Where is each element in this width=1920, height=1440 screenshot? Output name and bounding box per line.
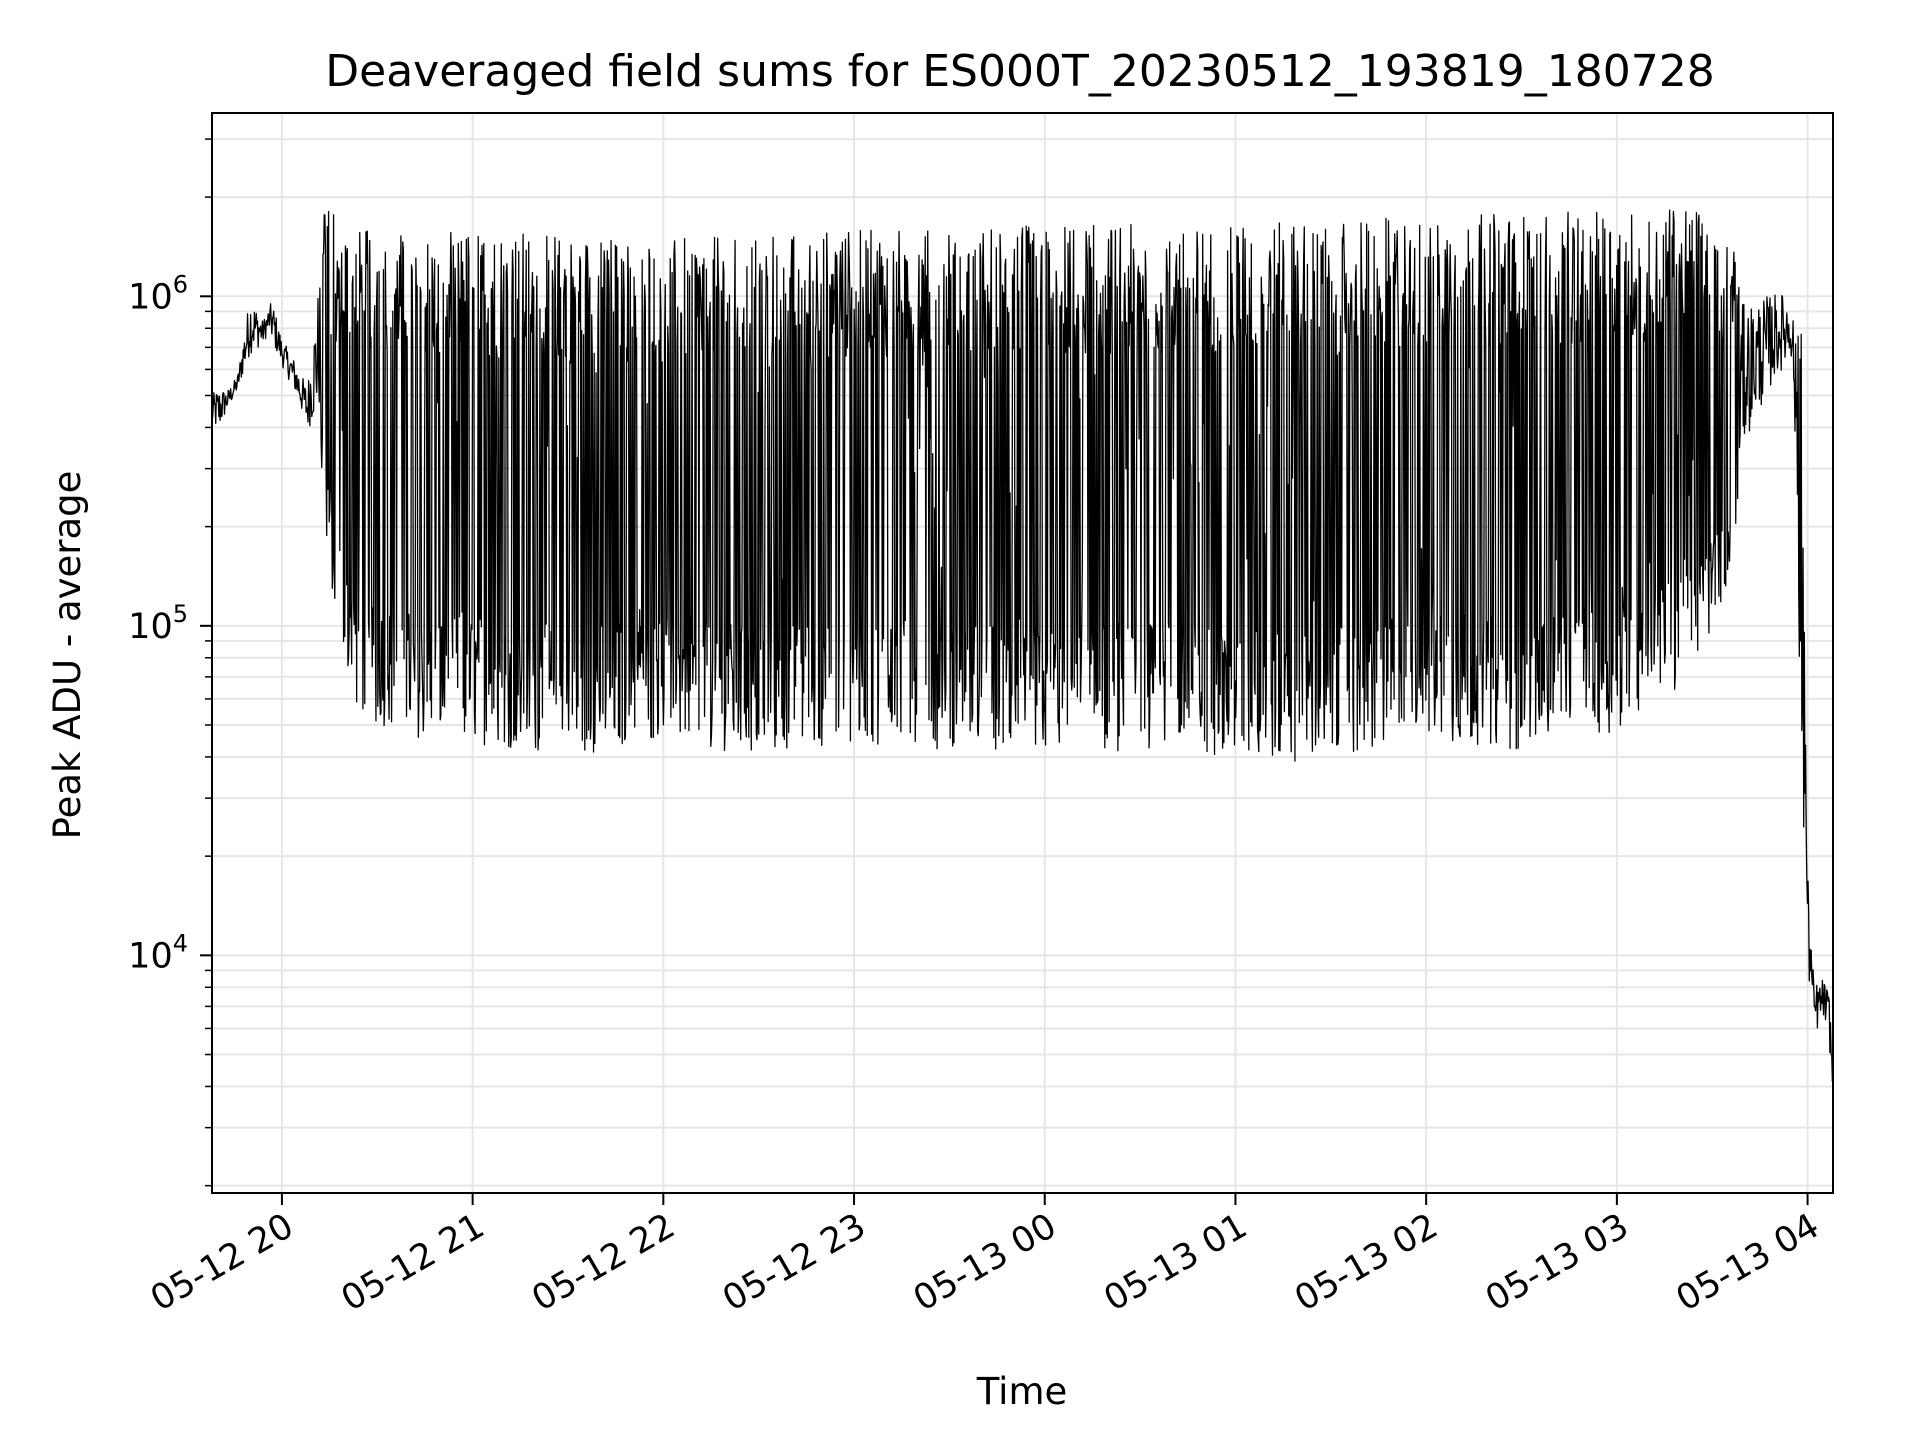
y-axis-label: Peak ADU - average: [46, 471, 89, 840]
plot-frame: [211, 112, 1834, 1194]
series-line: [211, 209, 1834, 1083]
y-axis: 104 105 106: [128, 138, 212, 1187]
y-tick-label: 105: [128, 600, 188, 647]
x-axis-label: Time: [976, 1370, 1068, 1413]
y-tick-label: 106: [128, 270, 188, 317]
chart-title: Deaveraged field sums for ES000T_2023051…: [325, 46, 1714, 97]
y-tick-label: 104: [128, 929, 188, 976]
data-series: [211, 209, 1834, 1083]
